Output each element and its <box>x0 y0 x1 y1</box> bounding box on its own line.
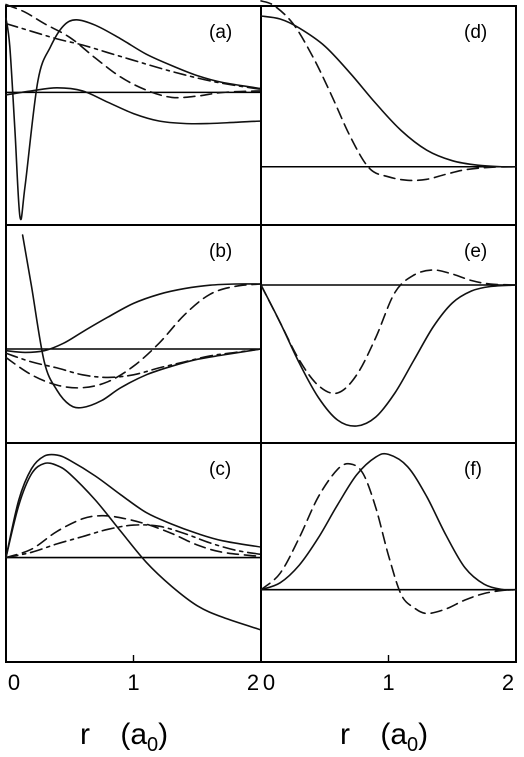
x-axis-unit-sub: 0 <box>147 734 158 756</box>
x-axis-symbol: r <box>340 718 350 751</box>
x-axis-symbol: r <box>80 718 90 751</box>
series-line-dashdot-4 <box>5 524 262 559</box>
panel-b: (b) <box>5 224 262 444</box>
series-line-solid-1 <box>21 234 262 409</box>
x-tick-label: 1 <box>382 670 394 695</box>
panel-label: (f) <box>464 459 482 480</box>
x-axis-unit-open: (a <box>380 718 407 751</box>
series-line-dash-3 <box>5 3 262 99</box>
panel-d: (d) <box>260 0 517 226</box>
x-axis-unit-sub: 0 <box>407 734 418 756</box>
series-line-solid-1 <box>260 284 517 427</box>
x-axis-label-right: r (a0) <box>340 718 428 756</box>
panel-c: (c) <box>5 442 262 663</box>
panel-label: (b) <box>209 241 232 262</box>
series-line-dash-2 <box>260 0 517 182</box>
x-axis-unit-close: ) <box>158 718 168 751</box>
panel-label: (d) <box>464 22 487 43</box>
panel-label: (c) <box>209 459 231 480</box>
x-tick-label: 2 <box>247 670 259 695</box>
series-line-solid-2 <box>5 87 262 125</box>
series-line-dash-3 <box>5 514 262 559</box>
series-line-solid-1 <box>5 17 262 221</box>
series-line-solid-2 <box>5 462 262 631</box>
series-line-dash-3 <box>5 283 262 389</box>
x-axis-unit-open: (a <box>120 718 147 751</box>
series-line-dash-2 <box>260 269 517 395</box>
panel-a: (a) <box>5 3 262 226</box>
x-tick-label: 0 <box>8 670 20 695</box>
panel-e: (e) <box>260 224 517 444</box>
series-line-dash-2 <box>260 462 517 615</box>
x-axis-label-left: r (a0) <box>80 718 168 756</box>
panel-label: (e) <box>464 241 487 262</box>
panel-f: (f) <box>260 442 517 663</box>
panel-label: (a) <box>209 22 232 43</box>
x-axis-unit-close: ) <box>418 718 428 751</box>
series-line-solid-1 <box>260 15 517 168</box>
series-line-solid-1 <box>260 452 517 591</box>
series-line-solid-1 <box>5 453 262 559</box>
x-tick-label: 0 <box>263 670 275 695</box>
series-line-dashdot-4 <box>5 348 262 379</box>
x-tick-label: 1 <box>127 670 139 695</box>
series-line-dashdot-4 <box>5 22 262 91</box>
series-line-solid-2 <box>5 283 262 354</box>
x-tick-label: 2 <box>502 670 514 695</box>
panels-group: (a) (b) (c) (d) (e) (f) <box>5 0 517 663</box>
